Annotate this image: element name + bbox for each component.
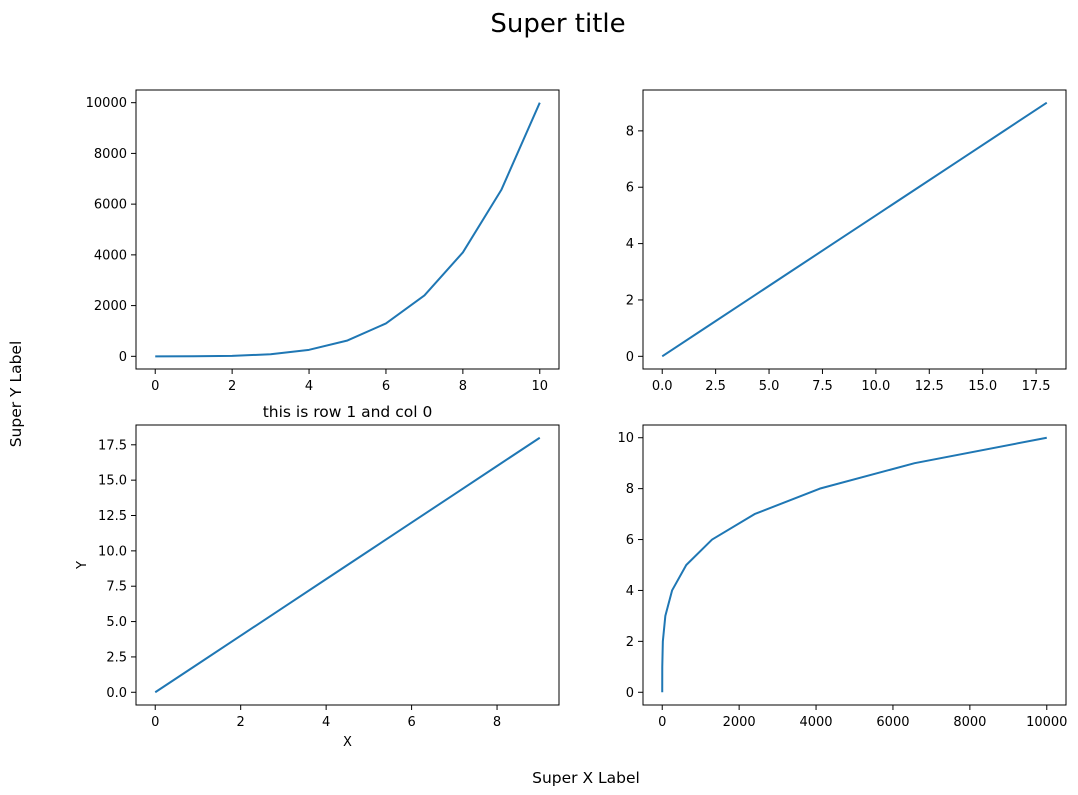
subplot-title: this is row 1 and col 0	[263, 403, 433, 421]
y-tick-label: 6	[626, 181, 634, 196]
x-tick-label: 8	[493, 715, 501, 730]
axes-frame	[642, 424, 1067, 706]
y-tick-label: 10.0	[98, 544, 127, 559]
subplot-row0-col0: 0 2 4 6 8 10 0 2000 4000 6000 8000 10000	[86, 89, 560, 394]
y-tick-label: 0	[626, 350, 634, 365]
y-tick-label: 8	[626, 482, 634, 497]
y-tick-label: 0	[626, 686, 634, 701]
y-tick-label: 4000	[94, 248, 127, 263]
y-tick-label: 15.0	[98, 474, 127, 489]
x-tick-label: 2000	[723, 715, 756, 730]
y-tick-label: 2	[626, 293, 634, 308]
axes-frame	[642, 89, 1067, 370]
x-tick-label: 2	[237, 715, 245, 730]
x-tick-label: 12.5	[915, 379, 944, 394]
series-line	[154, 436, 541, 694]
x-tick-label: 6	[382, 379, 390, 394]
x-tick-label: 10000	[1026, 715, 1067, 730]
y-tick-label: 5.0	[106, 615, 127, 630]
y-tick-label: 2	[626, 635, 634, 650]
x-tick-label: 7.5	[812, 379, 833, 394]
x-tick-label: 8000	[953, 715, 986, 730]
y-tick-label: 0	[119, 350, 127, 365]
x-tick-label: 0	[151, 379, 159, 394]
y-tick-label: 7.5	[106, 580, 127, 595]
figure-supylabel: Super Y Label	[7, 341, 25, 448]
x-tick-label: 10	[531, 379, 548, 394]
axes-frame	[135, 89, 560, 370]
series-line	[661, 101, 1048, 358]
figure-suptitle: Super title	[490, 9, 625, 39]
y-tick-label: 10000	[86, 96, 127, 111]
subplot-row1-col1: 0 2000 4000 6000 8000 10000 0 2 4 6 8 10	[617, 424, 1067, 730]
x-tick-label: 5.0	[759, 379, 780, 394]
x-tick-label: 8	[459, 379, 467, 394]
figure-supxlabel: Super X Label	[532, 769, 640, 787]
x-tick-label: 0	[151, 715, 159, 730]
series-line	[155, 102, 541, 358]
y-axis-label: Y	[75, 561, 90, 570]
y-tick-label: 0.0	[106, 686, 127, 701]
x-tick-label: 0.0	[652, 379, 673, 394]
y-tick-label: 17.5	[98, 438, 127, 453]
x-tick-label: 4000	[799, 715, 832, 730]
y-tick-label: 10	[617, 431, 634, 446]
x-tick-label: 4	[305, 379, 313, 394]
axes-frame	[135, 424, 560, 706]
y-tick-label: 4	[626, 237, 634, 252]
subplot-row0-col1: 0.0 2.5 5.0 7.5 10.0 12.5 15.0 17.5 0 2 4 6 8	[626, 89, 1067, 394]
y-tick-label: 4	[626, 584, 634, 599]
y-tick-label: 12.5	[98, 509, 127, 524]
x-tick-label: 0	[658, 715, 666, 730]
x-tick-label: 15.0	[968, 379, 997, 394]
x-tick-label: 2	[228, 379, 236, 394]
y-tick-label: 8	[626, 124, 634, 139]
series-line	[661, 436, 1047, 693]
y-tick-label: 6000	[94, 198, 127, 213]
x-tick-label: 4	[322, 715, 330, 730]
x-tick-label: 6000	[876, 715, 909, 730]
y-tick-label: 2000	[94, 299, 127, 314]
x-tick-label: 17.5	[1022, 379, 1051, 394]
subplot-row1-col0: 0 2 4 6 8 0.0 2.5 5.0 7.5 10.0 12.5 15.0 17.5 this is…	[75, 403, 560, 750]
x-tick-label: 10.0	[861, 379, 890, 394]
x-tick-label: 6	[407, 715, 415, 730]
x-axis-label: X	[343, 735, 352, 750]
x-tick-label: 2.5	[705, 379, 726, 394]
y-tick-label: 2.5	[106, 650, 127, 665]
y-tick-label: 6	[626, 533, 634, 548]
y-tick-label: 8000	[94, 147, 127, 162]
